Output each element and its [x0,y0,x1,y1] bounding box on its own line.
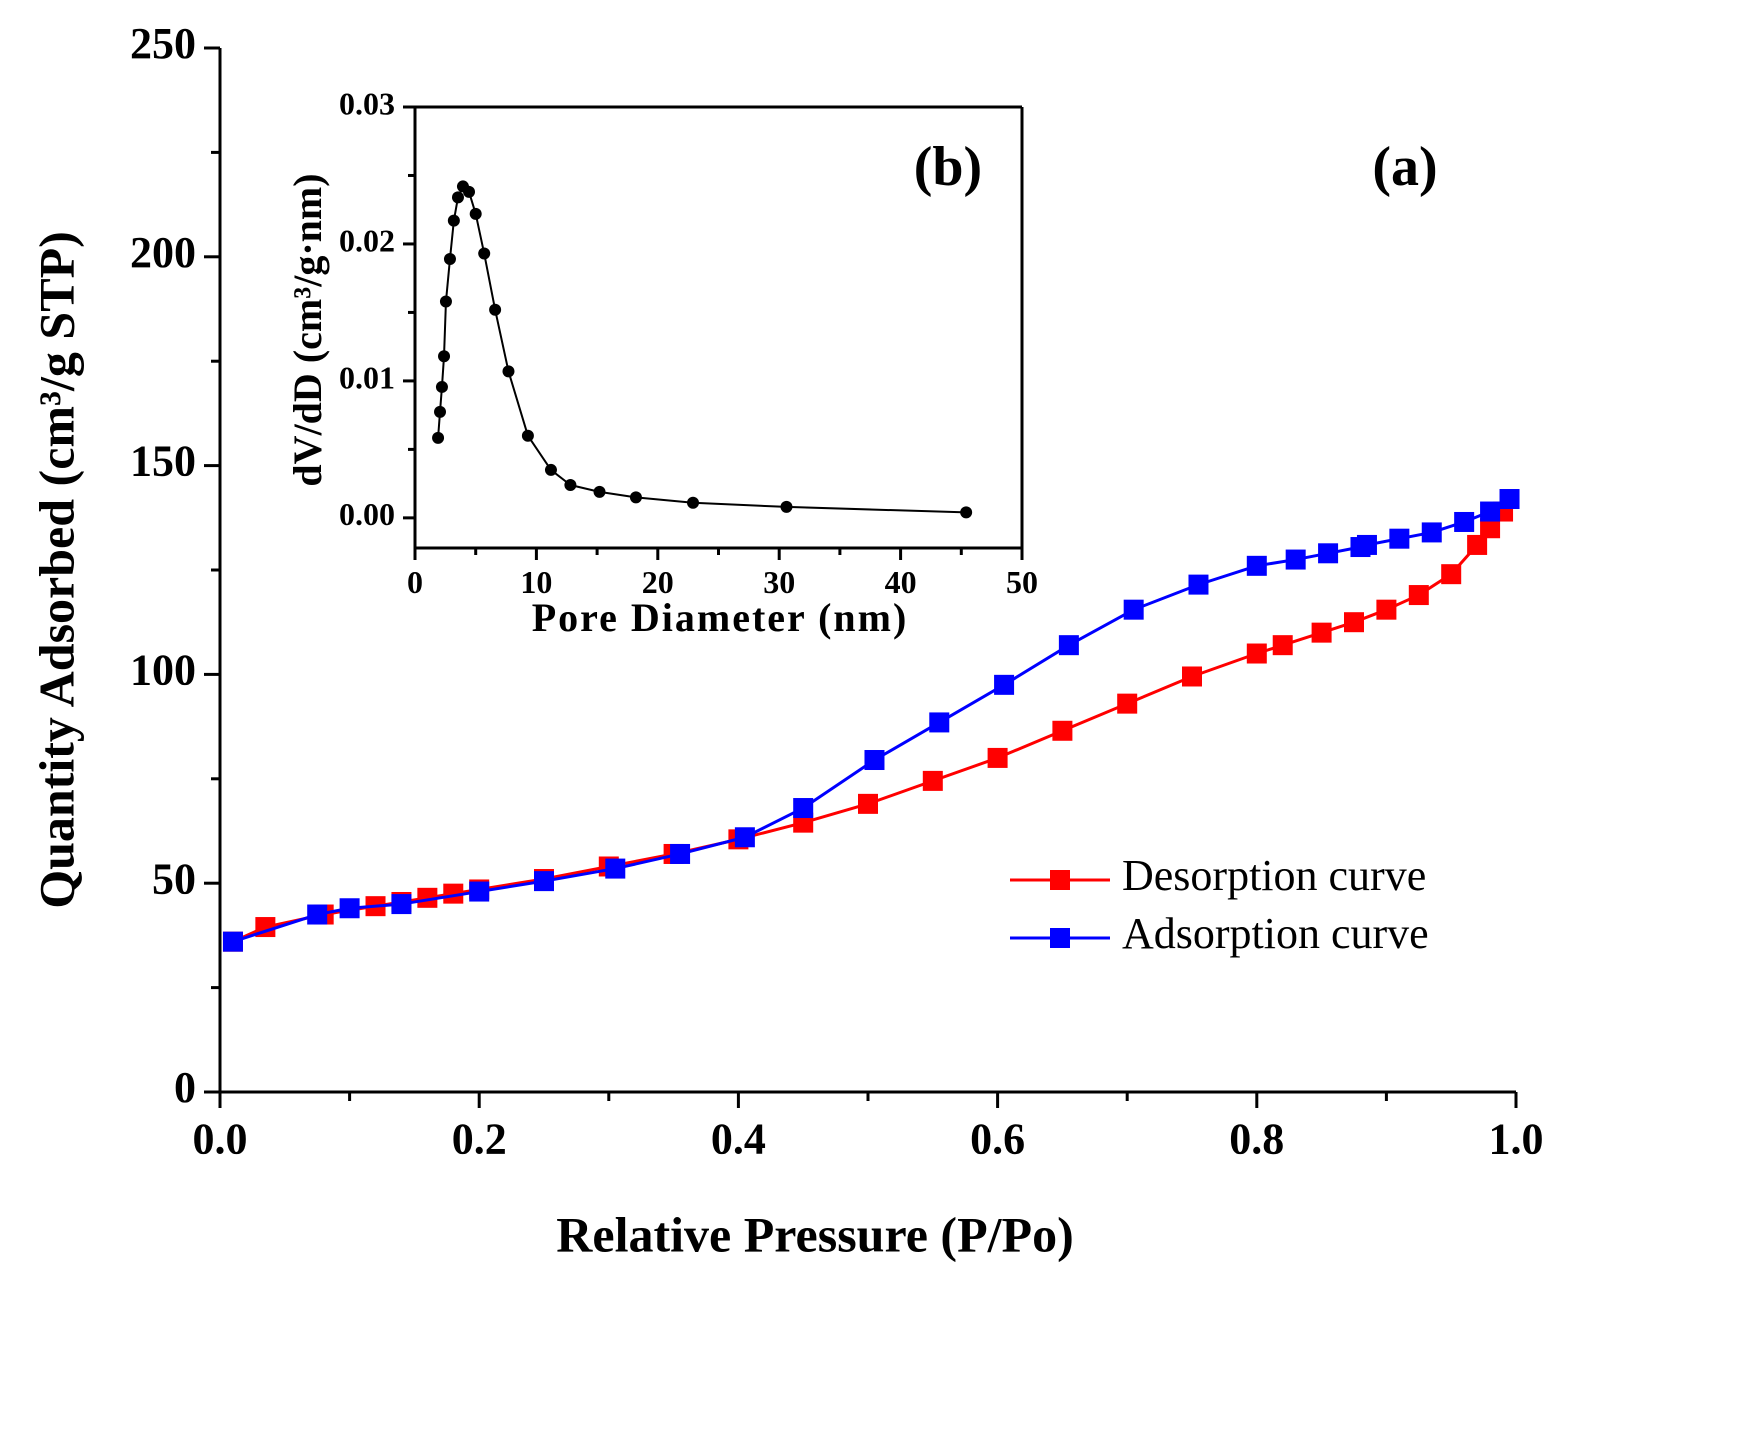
data-point [922,770,943,791]
x-tick-label: 0.4 [711,1114,766,1163]
legend-marker [1050,870,1070,890]
data-point [443,253,456,266]
data-point [521,429,534,442]
x-axis-label: Pore Diameter (nm) [532,595,909,640]
x-tick-label: 0 [407,564,423,600]
data-point [864,750,885,771]
data-point [960,506,973,519]
data-point [1454,511,1475,532]
y-tick-label: 0.02 [339,222,395,258]
data-point [1052,720,1073,741]
data-point [1058,635,1079,656]
panel-label: (b) [914,136,982,198]
x-tick-label: 0.6 [970,1114,1025,1163]
y-axis-label: Quantity Adsorbed (cm³/g STP) [28,231,84,909]
data-point [1246,555,1267,576]
y-tick-label: 0.01 [339,359,395,395]
x-tick-label: 1.0 [1489,1114,1544,1163]
data-point [435,380,448,393]
data-point [417,887,438,908]
y-tick-label: 0 [174,1063,196,1112]
data-point [439,295,452,308]
data-point [469,881,490,902]
panel-label: (a) [1372,136,1437,198]
x-tick-label: 0.8 [1229,1114,1284,1163]
data-point [858,793,878,814]
data-point [780,500,793,513]
x-tick-label: 40 [885,564,917,600]
data-point [1389,528,1410,549]
x-tick-label: 10 [520,564,552,600]
data-point [605,858,626,879]
data-point [469,207,482,220]
data-point [1441,564,1462,585]
data-point [544,463,557,476]
data-point [1344,612,1364,633]
data-point [438,350,451,363]
x-axis-label: Relative Pressure (P/Po) [556,1206,1073,1262]
data-point [443,883,464,904]
series-line [437,185,967,514]
data-point [564,479,577,491]
y-tick-label: 100 [130,645,196,694]
data-point [307,904,328,925]
legend-marker [1050,928,1070,948]
data-point [447,214,460,227]
y-axis-label: dV/dD (cm³/g·nm) [285,173,330,486]
data-point [1480,518,1501,539]
data-point [1480,501,1501,522]
data-point [1318,543,1339,564]
x-tick-label: 0.2 [452,1114,507,1163]
data-point [1272,635,1293,656]
data-point [734,827,755,848]
data-point [502,365,515,378]
x-tick-label: 20 [642,564,674,600]
data-point [929,712,950,733]
data-point [1356,534,1377,555]
legend-label: Desorption curve [1122,851,1426,900]
data-point [489,303,502,316]
data-point [1123,599,1144,620]
data-point [1285,549,1306,570]
y-tick-label: 150 [130,437,196,486]
data-point [1376,599,1397,620]
data-point [463,185,476,198]
data-point [1311,622,1332,643]
data-point [987,747,1008,768]
x-tick-label: 50 [1006,564,1038,600]
data-point [222,931,243,952]
data-point [1421,522,1442,543]
x-tick-label: 30 [763,564,795,600]
data-point [432,431,445,444]
data-point [1246,643,1267,664]
data-point [534,871,554,892]
data-point [994,674,1015,695]
data-point [793,798,814,819]
legend-label: Adsorption curve [1122,909,1429,958]
data-point [391,894,412,915]
data-point [451,191,464,204]
data-point [1467,534,1488,555]
data-point [687,496,700,509]
data-point [434,405,447,418]
y-tick-label: 250 [130,19,196,68]
data-point [1182,666,1202,687]
data-point [629,491,642,504]
y-tick-label: 50 [152,854,196,903]
y-tick-label: 200 [130,228,196,277]
data-point [593,485,606,498]
y-tick-label: 0.00 [339,496,395,532]
data-point [670,843,691,864]
data-point [339,898,360,919]
data-point [1499,489,1520,510]
x-tick-label: 0.0 [193,1114,248,1163]
data-point [1408,585,1429,606]
y-tick-label: 0.03 [339,85,395,121]
data-point [1188,574,1209,595]
data-point [1117,693,1138,714]
data-point [478,247,491,260]
